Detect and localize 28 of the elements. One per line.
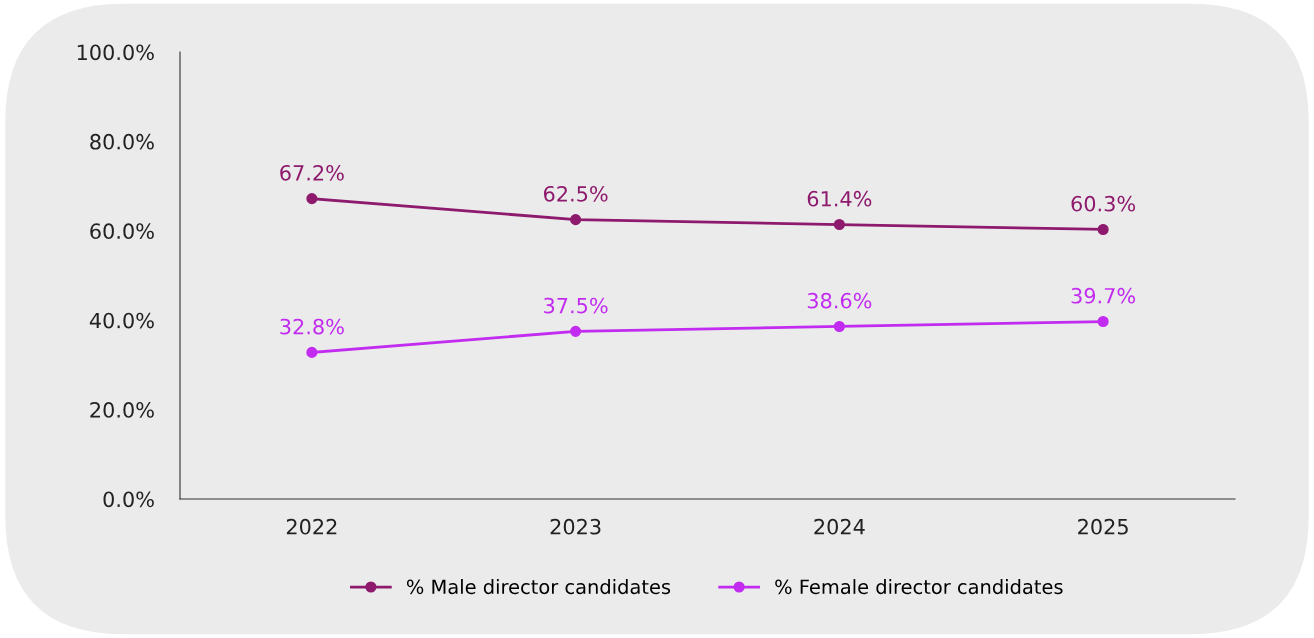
x-tick-label: 2025 [1078,518,1128,535]
point [833,218,845,231]
point [833,320,845,333]
data-label: 37.5% [544,297,608,314]
point [306,346,318,358]
data-label: 38.6% [807,292,872,309]
data-label: 67.2% [280,164,344,181]
legend-label: % Female director candidates [775,579,1063,595]
data-label: 60.3% [1071,195,1136,212]
data-label: 61.4% [807,190,872,207]
point [306,193,318,205]
data-label: 32.8% [280,318,344,335]
y-tick-label: 20.0% [90,402,154,418]
x-tick-label: 2024 [814,518,865,535]
y-tick-label: 60.0% [90,223,154,240]
point [570,325,582,337]
y-tick-label: 0.0% [103,491,154,508]
y-tick-label: 80.0% [90,133,154,150]
y-tick-label: 100.0% [77,44,154,61]
x-tick-label: 2023 [550,518,601,535]
legend-label: % Male director candidates [406,579,671,595]
data-label: 62.5% [543,185,608,202]
x-tick-label: 2022 [286,518,337,535]
y-tick-label: 40.0% [89,312,154,329]
point [570,214,582,226]
point [1097,223,1109,236]
data-label: 39.7% [1071,287,1136,304]
point [1097,315,1109,328]
